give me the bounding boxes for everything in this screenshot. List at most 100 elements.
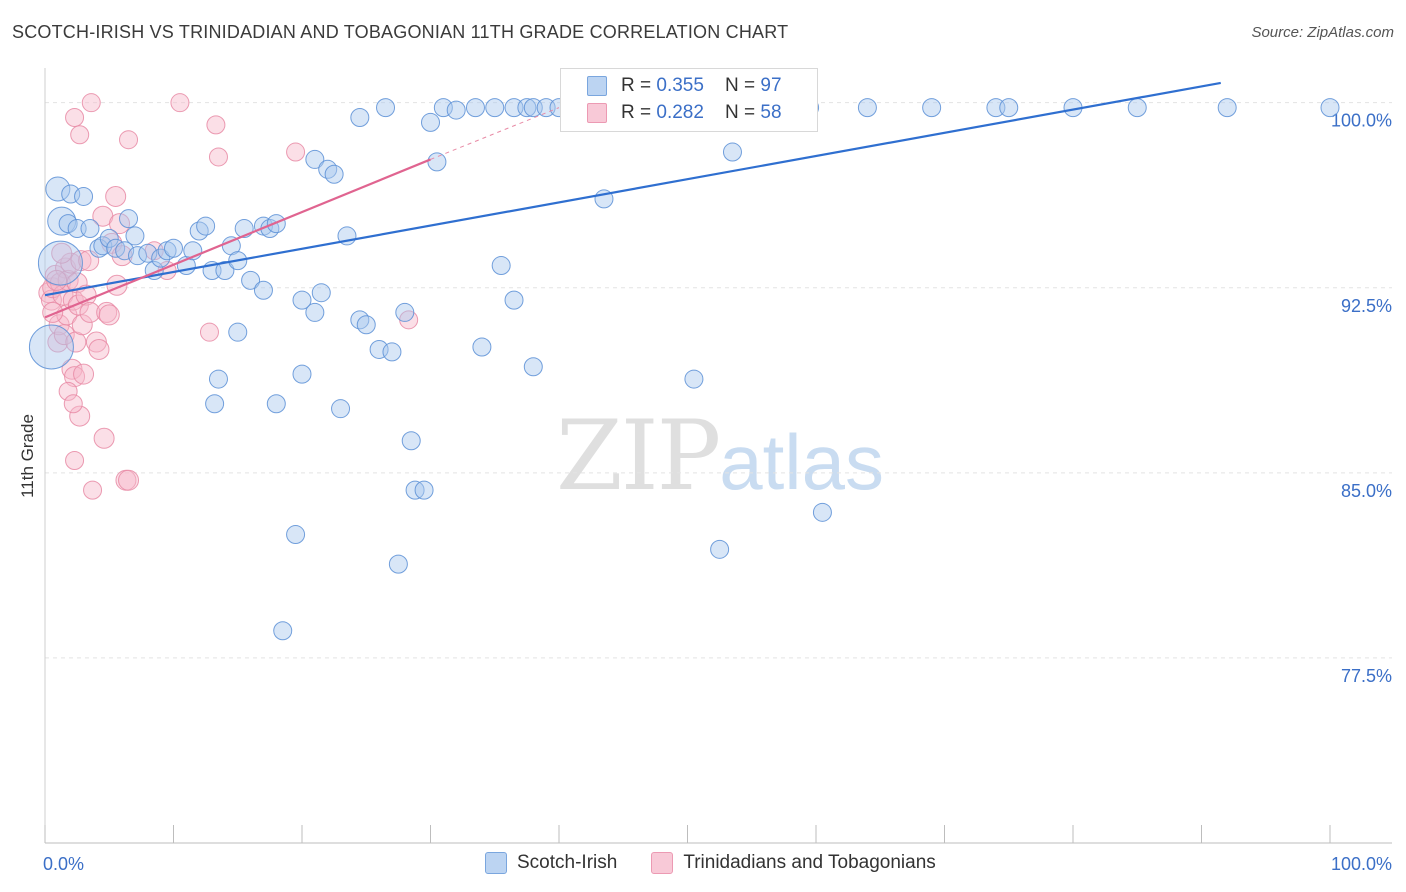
scotch-irish-point xyxy=(241,270,261,290)
correlation-legend: R = 0.355 N = 97 R = 0.282 N = 58 xyxy=(560,68,818,132)
scotch-irish-point xyxy=(228,322,248,342)
scotch-irish-point xyxy=(812,502,832,522)
scotch-irish-point xyxy=(446,100,466,120)
legend-r-value: 0.355 xyxy=(656,75,704,96)
x-tick-label: 100.0% xyxy=(1331,854,1392,874)
trinidadian-point xyxy=(208,147,228,167)
scotch-irish-point xyxy=(414,480,434,500)
scotch-irish-point xyxy=(356,315,376,335)
scotch-irish-point xyxy=(465,98,485,118)
legend-n-label: N = xyxy=(725,102,761,123)
trinidadian-point xyxy=(71,314,93,336)
legend-item-trinidadian: Trinidadians and Tobagonians xyxy=(651,852,936,874)
trinidadian-point xyxy=(58,381,78,401)
trinidadian-point xyxy=(96,301,118,323)
watermark-atlas: atlas xyxy=(719,418,884,506)
legend-r-value: 0.282 xyxy=(656,102,704,123)
scotch-irish-point xyxy=(37,240,83,286)
scotch-irish-point xyxy=(517,98,537,118)
y-tick-label: 92.5% xyxy=(1341,296,1392,316)
trinidadian-trend-line xyxy=(44,158,431,319)
scotch-irish-point xyxy=(857,98,877,118)
scotch-irish-point xyxy=(189,221,209,241)
trinidadian-point xyxy=(63,394,83,414)
scotch-irish-point xyxy=(318,159,338,179)
scotch-irish-point xyxy=(292,364,312,384)
scotch-irish-point xyxy=(388,554,408,574)
scotch-irish-point xyxy=(286,525,306,545)
y-tick-label: 85.0% xyxy=(1341,481,1392,501)
scotch-irish-point xyxy=(1217,98,1237,118)
legend-n-label: N = xyxy=(725,75,761,96)
watermark-zip: ZIP xyxy=(556,400,721,512)
scotch-irish-point xyxy=(350,107,370,127)
legend-label: Trinidadians and Tobagonians xyxy=(683,852,936,873)
trinidadian-point xyxy=(286,142,306,162)
trinidadian-point xyxy=(83,480,103,500)
y-axis-label: 11th Grade xyxy=(18,414,37,498)
legend-swatch-blue xyxy=(587,76,607,96)
scotch-irish-point xyxy=(472,337,492,357)
scotch-irish-point xyxy=(138,243,158,263)
scotch-irish-point xyxy=(115,241,135,261)
scotch-irish-point xyxy=(504,290,524,310)
scotch-irish-point xyxy=(350,310,370,330)
scotch-irish-point xyxy=(305,302,325,322)
scotch-irish-point xyxy=(119,209,139,229)
trinidadian-trend-extension xyxy=(430,107,560,160)
scotch-irish-point xyxy=(45,176,71,202)
trinidadian-point xyxy=(118,469,140,491)
scotch-irish-point xyxy=(382,342,402,362)
legend-swatch-pink xyxy=(587,103,607,123)
trinidadian-point xyxy=(65,107,85,127)
scotch-irish-point xyxy=(205,394,225,414)
legend-row-scotch-irish: R = 0.355 N = 97 xyxy=(587,74,782,98)
trinidadian-point xyxy=(93,427,115,449)
scotch-irish-point xyxy=(922,98,942,118)
legend-label: Scotch-Irish xyxy=(517,852,618,873)
scotch-irish-point xyxy=(125,226,145,246)
scotch-irish-point xyxy=(164,238,183,258)
scotch-irish-point xyxy=(710,539,730,559)
scotch-irish-point xyxy=(215,260,235,280)
legend-swatch-pink xyxy=(651,852,674,874)
trinidadian-point xyxy=(119,130,139,150)
scotch-irish-point xyxy=(305,149,325,169)
scotch-irish-point xyxy=(427,152,447,172)
scotch-irish-point xyxy=(1127,98,1147,118)
scotch-irish-point xyxy=(292,290,312,310)
trinidadian-point xyxy=(170,93,190,113)
y-tick-label: 100.0% xyxy=(1331,111,1392,131)
scotch-irish-point xyxy=(28,324,74,370)
trinidadian-point xyxy=(98,304,120,326)
trinidadian-point xyxy=(199,322,219,342)
scotch-irish-point xyxy=(151,248,171,268)
scotch-irish-point xyxy=(266,394,286,414)
scotch-irish-trend-line xyxy=(44,81,1221,297)
scotch-irish-point xyxy=(421,112,440,132)
trinidadian-point xyxy=(51,242,73,264)
chart-title: SCOTCH-IRISH VS TRINIDADIAN AND TOBAGONI… xyxy=(12,22,789,42)
series-legend: Scotch-Irish Trinidadians and Tobagonian… xyxy=(485,852,970,874)
scotch-irish-point xyxy=(684,369,704,389)
scotch-irish-point xyxy=(722,142,742,162)
trinidadian-point xyxy=(105,185,127,207)
scotch-irish-point xyxy=(208,369,228,389)
scotch-irish-point xyxy=(80,219,100,239)
trinidadian-point xyxy=(75,284,97,306)
scotch-irish-point xyxy=(523,357,543,377)
legend-row-trinidadian: R = 0.282 N = 58 xyxy=(587,101,782,125)
scotch-irish-point xyxy=(401,431,421,451)
scotch-irish-point xyxy=(99,228,119,248)
scotch-irish-point xyxy=(324,164,344,184)
legend-swatch-blue xyxy=(485,852,507,874)
trinidadian-point xyxy=(109,213,131,235)
scotch-irish-point xyxy=(58,214,78,234)
scotch-irish-point xyxy=(395,302,415,322)
legend-n-value: 97 xyxy=(760,75,782,96)
scotch-irish-point xyxy=(491,256,511,276)
source-label: Source: ZipAtlas.com xyxy=(1251,24,1394,41)
scotch-irish-point xyxy=(273,621,293,641)
trinidadian-point xyxy=(206,115,226,135)
